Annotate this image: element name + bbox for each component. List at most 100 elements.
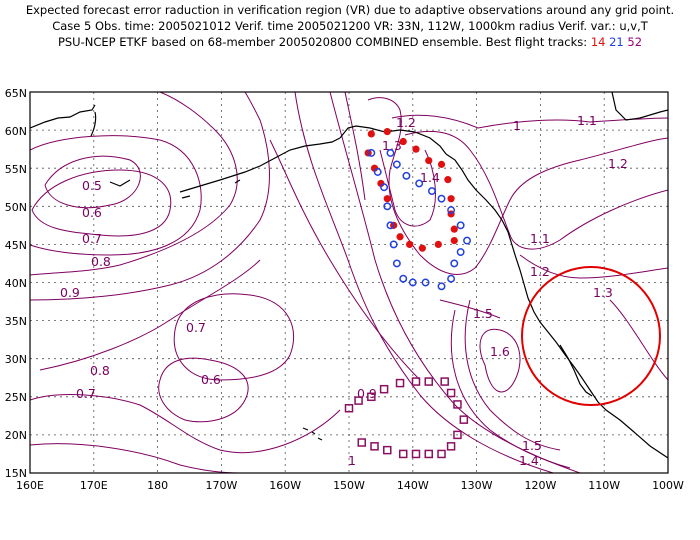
contour-label: 0.6	[82, 205, 102, 220]
contour-line	[30, 394, 341, 454]
x-tick-label: 130W	[461, 479, 493, 492]
x-tick-label: 170W	[205, 479, 237, 492]
track-21-point	[399, 274, 408, 283]
grid-lines	[30, 92, 668, 473]
contour-label: 0.7	[82, 231, 102, 246]
contour-label: 1.1	[530, 231, 550, 246]
contour-label: 1.4	[519, 453, 539, 468]
contour-line	[39, 259, 261, 371]
plot-title-line-2: Case 5 Obs. time: 2005021012 Verif. time…	[52, 19, 648, 33]
small-islands	[181, 179, 241, 199]
aleutian-islands	[109, 179, 131, 187]
x-tick-label: 150W	[333, 479, 365, 492]
track-14-point	[418, 244, 426, 252]
contour-label: 1	[513, 118, 521, 133]
contour-line	[158, 357, 249, 423]
track-21-point	[456, 248, 465, 256]
contour-line	[450, 309, 571, 469]
track-21-point	[463, 236, 471, 245]
track-52-point	[398, 449, 408, 459]
contour-label: 1.3	[593, 285, 613, 300]
contour-label: 1.2	[396, 115, 416, 130]
contour-line	[329, 92, 581, 473]
coastline-north-america	[445, 153, 668, 459]
track-14-point	[444, 176, 452, 184]
y-tick-label: 25N	[5, 391, 27, 404]
contour-label: 0.6	[201, 372, 221, 387]
contour-label: 1.6	[490, 344, 510, 359]
y-tick-label: 50N	[5, 201, 27, 214]
contour-label: 1.4	[420, 170, 440, 185]
contour-line	[609, 299, 668, 381]
contour-line	[519, 254, 668, 279]
track-14-point	[370, 164, 379, 172]
contour-line	[294, 92, 556, 473]
contour-labels: 1.2 1.3 1.4 1 1.1 1.2 0.5 0.6 0.7 0.8 0.…	[60, 113, 628, 468]
contour-line	[404, 130, 668, 250]
track-52-point	[383, 445, 392, 455]
track-52-point	[440, 377, 449, 386]
contour-line	[30, 92, 270, 301]
track-21-point	[386, 221, 395, 230]
x-tick-label: 160E	[16, 479, 44, 492]
contour-line	[367, 97, 668, 275]
track-52-point	[446, 388, 456, 398]
track-52-point	[344, 403, 354, 413]
y-tick-label: 35N	[5, 315, 27, 328]
contour-label: 1.2	[608, 156, 628, 171]
track-21-point	[373, 168, 382, 176]
contour-label: 1.1	[577, 113, 597, 128]
track-14-label: 14	[590, 35, 606, 49]
track-52-point	[411, 449, 421, 459]
track-52-point	[437, 449, 446, 459]
y-tick-label: 15N	[5, 467, 27, 480]
track-52-label: 52	[627, 35, 643, 49]
y-axis: 15N 20N 25N 30N 35N 40N 45N 50N 55N 60N …	[5, 87, 27, 480]
track-21-point	[392, 160, 401, 169]
x-tick-label: 110W	[588, 479, 620, 492]
track-52-point	[453, 400, 462, 409]
hawaiian-islands	[302, 427, 323, 441]
x-axis: 160E 170E 180 170W 160W 150W 140W 130W 1…	[16, 479, 684, 492]
contour-line	[391, 114, 668, 129]
contour-label: 0.7	[76, 386, 96, 401]
track-21-point	[447, 274, 456, 283]
track-52-point	[424, 377, 433, 386]
track-14-point	[447, 195, 455, 203]
contour-label: 1.5	[522, 438, 542, 453]
track-14-point	[383, 128, 391, 136]
contour-line	[379, 149, 436, 227]
track-21-point	[392, 259, 401, 268]
track-52-point	[453, 430, 462, 440]
verification-region-circle	[521, 266, 661, 406]
x-tick-label: 180	[147, 479, 168, 492]
contour-label: 1.5	[473, 306, 493, 321]
contour-label: 1.2	[530, 264, 550, 279]
contour-lines	[30, 92, 668, 473]
coastline-alaska-aleutians	[179, 137, 341, 193]
track-52-point	[370, 442, 379, 451]
coastline-canada-north	[611, 92, 668, 121]
track-52-point	[411, 377, 421, 386]
track-14-point	[425, 156, 433, 165]
track-21-point	[367, 149, 376, 157]
track-14-point	[396, 233, 404, 241]
track-21-label: 21	[609, 35, 624, 49]
track-21-point	[389, 240, 398, 249]
coastline-baja-california	[559, 344, 593, 397]
track-14-point	[399, 137, 407, 146]
contour-label: 0.5	[82, 178, 102, 193]
y-tick-label: 65N	[5, 87, 27, 100]
track-14-point	[406, 240, 414, 248]
contour-line	[464, 299, 561, 451]
contour-line	[479, 328, 521, 393]
x-tick-label: 160W	[269, 479, 301, 492]
x-tick-label: 140W	[397, 479, 429, 492]
coastline-gulf-of-alaska	[339, 125, 447, 155]
x-tick-label: 170E	[80, 479, 108, 492]
x-tick-label: 120W	[524, 479, 556, 492]
plot-title-line-1: Expected forecast error raduction in ver…	[25, 3, 675, 17]
track-14-point	[450, 236, 458, 245]
track-21-point	[456, 221, 465, 230]
contour-label: 0.8	[90, 363, 110, 378]
